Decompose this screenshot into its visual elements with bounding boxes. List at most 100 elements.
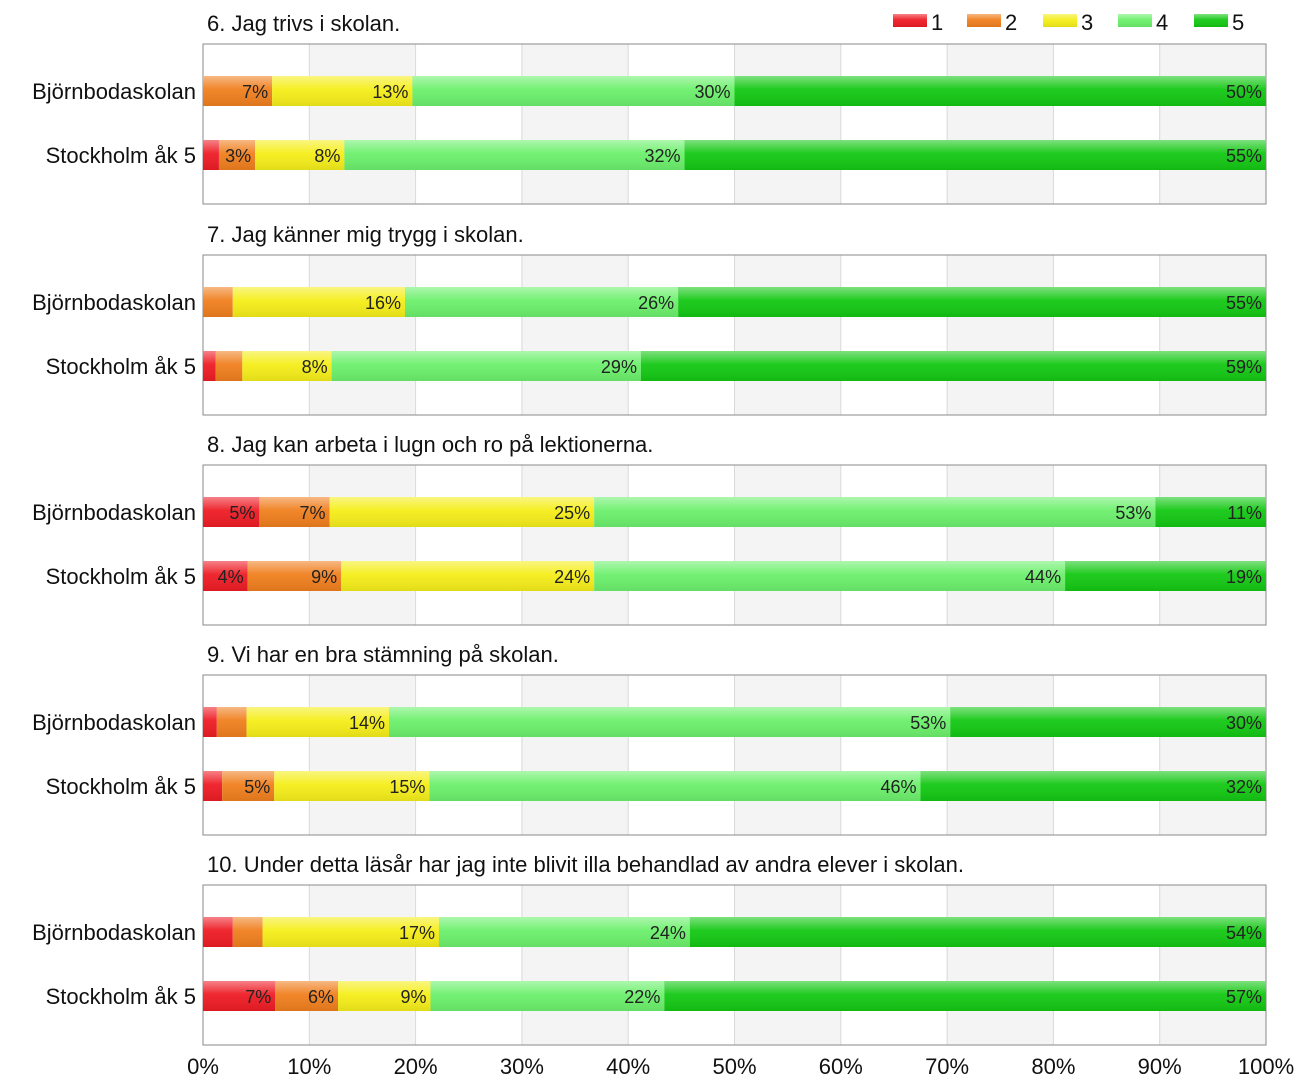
data-label: 5% [244, 777, 270, 797]
grid-band [203, 44, 310, 204]
legend-swatch-shine [1194, 14, 1228, 27]
legend-swatch-shine [893, 14, 927, 27]
data-label: 32% [645, 146, 681, 166]
data-label: 25% [554, 503, 590, 523]
bar-segment-shine [678, 287, 1266, 317]
grid-band [415, 465, 522, 625]
grid-band [203, 255, 310, 415]
data-label: 17% [399, 923, 435, 943]
data-label: 29% [601, 357, 637, 377]
bar-segment-shine [203, 76, 273, 106]
bar-segment-shine [203, 771, 223, 801]
data-label: 22% [624, 987, 660, 1007]
bar-segment-shine [274, 771, 430, 801]
panel-frame [202, 464, 1267, 626]
bar-segment-shine [664, 981, 1266, 1011]
grid-band [628, 44, 735, 204]
grid-band [628, 255, 735, 415]
legend: 1 2 3 4 5 [893, 10, 1244, 35]
x-tick-label: 70% [925, 1054, 969, 1079]
data-label: 50% [1226, 82, 1262, 102]
bar-segment-shine [341, 561, 595, 591]
bar-segment-shine [203, 917, 233, 947]
bar-segment-shine [344, 140, 685, 170]
grid-band [1159, 44, 1266, 204]
data-label: 24% [650, 923, 686, 943]
bar-segment-shine [203, 707, 217, 737]
data-label: 30% [1226, 713, 1262, 733]
grid-band [1159, 885, 1266, 1045]
bar-segment-shine [259, 497, 330, 527]
panel-3: 8. Jag kan arbeta i lugn och ro på lekti… [32, 432, 1267, 626]
grid-band [628, 675, 735, 835]
bar-segment-shine [272, 76, 413, 106]
panel-5: 10. Under detta läsår har jag inte blivi… [32, 852, 1267, 1046]
data-label: 5% [229, 503, 255, 523]
bar-segment-shine [329, 497, 595, 527]
grid-band [947, 675, 1054, 835]
row-label: Stockholm åk 5 [46, 774, 196, 799]
grid-band [521, 44, 629, 204]
bar-segment-shine [232, 287, 405, 317]
bar-segment-shine [438, 917, 690, 947]
data-label: 46% [880, 777, 916, 797]
row-label: Stockholm åk 5 [46, 564, 196, 589]
row-label: Björnbodaskolan [32, 290, 196, 315]
grid-band [840, 44, 948, 204]
grid-band [521, 465, 629, 625]
legend-label: 3 [1081, 10, 1093, 35]
data-label: 7% [299, 503, 325, 523]
bar-segment-shine [1155, 497, 1266, 527]
bar-segment-shine [594, 497, 1156, 527]
legend-label: 4 [1156, 10, 1168, 35]
data-label: 9% [400, 987, 426, 1007]
x-tick-label: 90% [1138, 1054, 1182, 1079]
panel-frame [202, 43, 1267, 205]
bar-segment-shine [1065, 561, 1266, 591]
bar-segment-shine [920, 771, 1266, 801]
grid-band [734, 465, 841, 625]
grid-band [203, 465, 310, 625]
bar-segment-shine [203, 561, 248, 591]
panel-title: 9. Vi har en bra stämning på skolan. [207, 642, 559, 667]
data-label: 59% [1226, 357, 1262, 377]
grid-band [1053, 675, 1160, 835]
panel-title: 10. Under detta läsår har jag inte blivi… [207, 852, 964, 877]
grid-band [734, 675, 841, 835]
row-label: Stockholm åk 5 [46, 984, 196, 1009]
bar-segment-shine [594, 561, 1066, 591]
grid-band [947, 44, 1054, 204]
data-label: 9% [311, 567, 337, 587]
grid-band [309, 44, 416, 204]
legend-label: 1 [931, 10, 943, 35]
grid-band [203, 675, 310, 835]
grid-band [840, 255, 948, 415]
bar-segment-shine [222, 771, 275, 801]
bar-segment-shine [338, 981, 431, 1011]
x-tick-label: 30% [500, 1054, 544, 1079]
bar-segment-shine [389, 707, 951, 737]
x-tick-label: 100% [1238, 1054, 1294, 1079]
grid-band [1053, 465, 1160, 625]
legend-label: 2 [1005, 10, 1017, 35]
grid-band [309, 675, 416, 835]
panel-frame [202, 674, 1267, 836]
data-label: 55% [1226, 293, 1262, 313]
grid-band [628, 885, 735, 1045]
grid-band [628, 465, 735, 625]
bar-segment-shine [684, 140, 1266, 170]
x-tick-label: 80% [1031, 1054, 1075, 1079]
grid-band [840, 885, 948, 1045]
bar-segment-shine [218, 140, 256, 170]
grid-band [415, 885, 522, 1045]
bar-segment-shine [203, 287, 233, 317]
grid-band [1053, 885, 1160, 1045]
bar-segment-shine [275, 981, 339, 1011]
data-label: 54% [1226, 923, 1262, 943]
row-label: Björnbodaskolan [32, 79, 196, 104]
grid-band [947, 465, 1054, 625]
data-label: 19% [1226, 567, 1262, 587]
bar-segment-shine [203, 351, 216, 381]
grid-band [309, 255, 416, 415]
data-label: 55% [1226, 146, 1262, 166]
